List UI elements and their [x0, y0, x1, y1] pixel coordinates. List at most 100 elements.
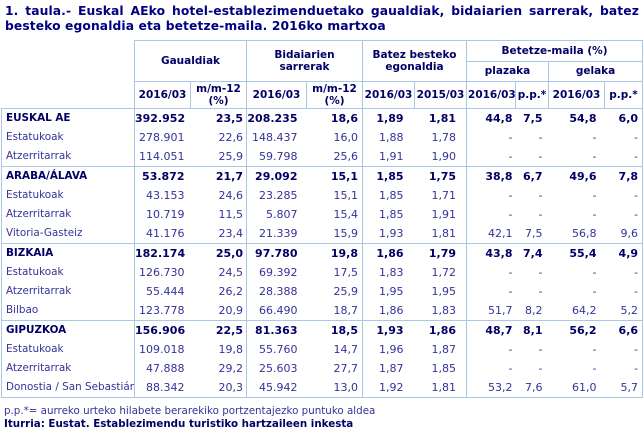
cell: 126.730 — [134, 262, 191, 282]
cell: 1,91 — [362, 146, 415, 167]
cell: 25.603 — [246, 358, 307, 378]
col-header: p.p.* — [515, 80, 550, 109]
cell: 6,6 — [604, 319, 643, 340]
cell: 8,1 — [515, 319, 549, 340]
row-label: Estatukoak — [1, 185, 135, 205]
cell: 6,0 — [604, 108, 643, 128]
cell: 4,9 — [604, 242, 643, 263]
table-row: Vitoria-Gasteiz 41.176 23,4 21.339 15,9 1,93 1… — [1, 223, 643, 244]
table-row: Estatukoak 43.153 24,6 23.285 15,1 1,85 1,71- -… — [1, 185, 643, 205]
cell: 53.872 — [134, 165, 191, 186]
cell: - — [604, 358, 643, 378]
header-group-sarrerak: Bidaiarien sarrerak — [245, 39, 364, 82]
col-header: 2016/03 — [548, 80, 606, 109]
cell: 1,81 — [414, 108, 467, 128]
cell: - — [604, 262, 643, 282]
cell: 1,87 — [362, 358, 415, 378]
cell: 208.235 — [246, 108, 307, 128]
cell: - — [466, 281, 516, 301]
cell: 6,7 — [515, 165, 549, 186]
cell: 18,7 — [306, 300, 363, 321]
row-label: Estatukoak — [1, 339, 135, 359]
col-header: m/m-12 (%) — [305, 80, 364, 109]
cell: 1,93 — [362, 223, 415, 244]
cell: 15,4 — [306, 204, 363, 224]
cell: 88.342 — [134, 377, 191, 398]
cell: 1,95 — [362, 281, 415, 301]
cell: - — [515, 262, 549, 282]
cell: - — [604, 185, 643, 205]
cell: 14,7 — [306, 339, 363, 359]
cell: 1,85 — [362, 204, 415, 224]
cell: 1,83 — [362, 262, 415, 282]
cell: 25,6 — [306, 146, 363, 167]
cell: - — [548, 146, 605, 167]
col-header: 2016/03 — [362, 80, 416, 109]
cell: 20,9 — [190, 300, 247, 321]
cell: - — [515, 185, 549, 205]
cell: - — [466, 146, 516, 167]
cell: 1,86 — [414, 319, 467, 340]
cell: 7,6 — [515, 377, 549, 398]
cell: 182.174 — [134, 242, 191, 263]
cell: 1,86 — [362, 242, 415, 263]
cell: 38,8 — [466, 165, 516, 186]
col-header: 2016/03 — [466, 80, 517, 109]
table-row: Atzerritarrak 47.888 29,2 25.603 27,7 1,87 1,8… — [1, 358, 643, 378]
pp-footnote: p.p.*= aurreko urteko hilabete berarekik… — [4, 404, 376, 417]
cell: 1,92 — [362, 377, 415, 398]
cell: 23,4 — [190, 223, 247, 244]
cell: 10.719 — [134, 204, 191, 224]
cell: - — [515, 339, 549, 359]
cell: 69.392 — [246, 262, 307, 282]
cell: 22,5 — [190, 319, 247, 340]
cell: 18,5 — [306, 319, 363, 340]
table-header: Gaualdiak Bidaiarien sarrerak Batez best… — [1, 39, 643, 109]
header-group-betetze: Betetze-maila (%) — [466, 39, 643, 62]
cell: - — [548, 185, 605, 205]
cell: 15,1 — [306, 185, 363, 205]
row-label: Atzerritarrak — [1, 204, 135, 224]
cell: - — [466, 204, 516, 224]
cell: 392.952 — [134, 108, 191, 128]
col-header: p.p.* — [604, 80, 643, 109]
table-row: Estatukoak 278.901 22,6 148.437 16,0 1,88 1,78… — [1, 127, 643, 147]
cell: - — [548, 339, 605, 359]
cell: - — [466, 185, 516, 205]
table-row: Bilbao 123.778 20,9 66.490 18,7 1,86 1,83 51,7 8… — [1, 300, 643, 321]
cell: 19,8 — [190, 339, 247, 359]
cell: 27,7 — [306, 358, 363, 378]
cell: 51,7 — [466, 300, 516, 321]
row-label: EUSKAL AE — [1, 108, 135, 128]
cell: 1,75 — [414, 165, 467, 186]
cell: 56,8 — [548, 223, 605, 244]
cell: 109.018 — [134, 339, 191, 359]
cell: - — [548, 262, 605, 282]
cell: - — [548, 358, 605, 378]
cell: 55.444 — [134, 281, 191, 301]
cell: 21.339 — [246, 223, 307, 244]
page-title: 1. taula.- Euskal AEko hotel-establezime… — [5, 4, 639, 34]
cell: 55,4 — [548, 242, 605, 263]
cell: - — [548, 127, 605, 147]
header-subgroup-plazaka: plazaka — [466, 60, 550, 82]
cell: - — [515, 127, 549, 147]
data-table: Gaualdiak Bidaiarien sarrerak Batez best… — [1, 39, 643, 398]
table-row: ARABA/ÁLAVA 53.872 21,7 29.092 15,1 1,85 1,75 3… — [1, 165, 643, 186]
row-label: Bilbao — [1, 300, 135, 321]
cell: 56,2 — [548, 319, 605, 340]
cell: 5.807 — [246, 204, 307, 224]
cell: 5,7 — [604, 377, 643, 398]
cell: 19,8 — [306, 242, 363, 263]
cell: 7,5 — [515, 108, 549, 128]
cell: 7,4 — [515, 242, 549, 263]
cell: 17,5 — [306, 262, 363, 282]
cell: 1,95 — [414, 281, 467, 301]
cell: 47.888 — [134, 358, 191, 378]
cell: 61,0 — [548, 377, 605, 398]
cell: - — [466, 339, 516, 359]
cell: 25,9 — [306, 281, 363, 301]
row-label: Atzerritarrak — [1, 358, 135, 378]
cell: - — [604, 339, 643, 359]
